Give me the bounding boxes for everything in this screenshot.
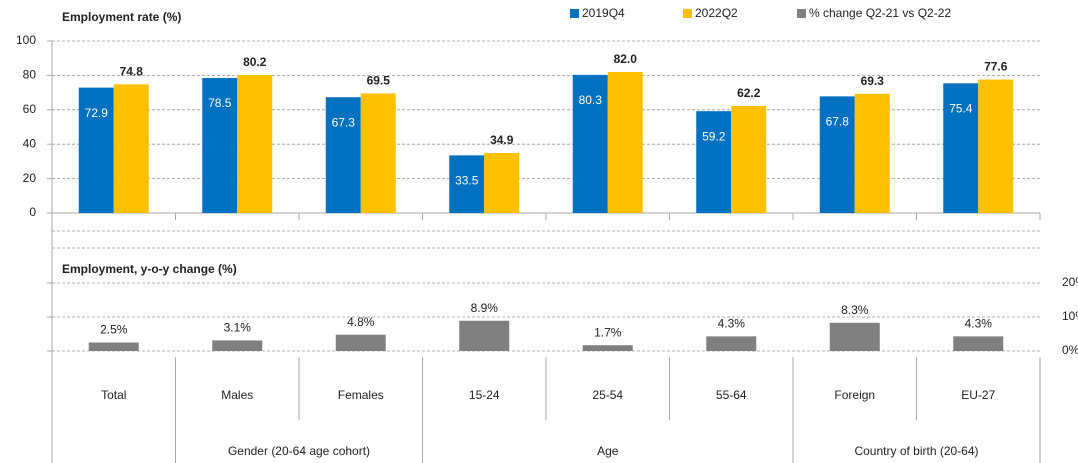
data-label: 78.5: [208, 96, 232, 110]
bar: [237, 75, 273, 213]
bar: [607, 71, 643, 214]
bar: [696, 111, 732, 213]
bar: [854, 93, 890, 213]
bar: [572, 74, 608, 213]
y-tick-label: 60: [23, 102, 37, 116]
bar: [325, 97, 361, 213]
data-label: 33.5: [455, 174, 479, 188]
y2-tick-label: 20%: [1062, 275, 1078, 289]
bar: [978, 79, 1014, 213]
y-tick-label: 20: [23, 171, 37, 185]
data-label: 75.4: [949, 101, 973, 115]
bar: [731, 106, 767, 213]
data-label: 8.9%: [471, 301, 499, 315]
data-label: 67.8: [826, 115, 850, 129]
y-tick-label: 80: [23, 68, 37, 82]
group-label: Age: [597, 444, 619, 458]
bar: [212, 340, 263, 351]
chart-title: Employment rate (%): [62, 10, 181, 24]
data-label: 82.0: [614, 52, 638, 66]
bar: [706, 336, 757, 351]
bar: [360, 93, 396, 213]
bar: [202, 77, 238, 213]
data-label: 80.2: [243, 55, 267, 69]
data-label: 4.3%: [718, 317, 746, 331]
data-label: 59.2: [702, 129, 726, 143]
group-label: Gender (20-64 age cohort): [228, 444, 370, 458]
data-label: 74.8: [120, 65, 144, 79]
lower-chart-title: Employment, y-o-y change (%): [62, 262, 237, 276]
x-tick-label: 25-54: [592, 388, 623, 402]
legend-label: 2019Q4: [582, 6, 625, 20]
y2-tick-label: 10%: [1062, 309, 1078, 323]
y-tick-label: 40: [23, 136, 37, 150]
bar: [484, 152, 520, 213]
bar: [78, 87, 114, 213]
bar: [449, 155, 485, 213]
data-label: 80.3: [579, 93, 603, 107]
bar: [582, 345, 633, 351]
legend-swatch: [570, 9, 579, 18]
data-label: 4.8%: [347, 315, 375, 329]
x-tick-label: Females: [338, 388, 384, 402]
x-tick-label: Foreign: [834, 388, 875, 402]
data-label: 34.9: [490, 133, 514, 147]
y-tick-label: 100: [16, 33, 36, 47]
x-tick-label: Total: [101, 388, 126, 402]
data-label: 67.3: [332, 115, 356, 129]
x-tick-label: 15-24: [469, 388, 500, 402]
x-tick-label: 55-64: [716, 388, 747, 402]
legend-label: 2022Q2: [695, 6, 738, 20]
data-label: 3.1%: [224, 321, 252, 335]
y2-tick-label: 0%: [1062, 343, 1078, 357]
group-label: Country of birth (20-64): [854, 444, 978, 458]
x-tick-label: Males: [221, 388, 253, 402]
data-label: 2.5%: [100, 323, 128, 337]
bar: [113, 84, 149, 214]
data-label: 8.3%: [841, 303, 869, 317]
x-tick-label: EU-27: [961, 388, 995, 402]
y-tick-label: 0: [29, 205, 36, 219]
bar: [943, 83, 979, 213]
bar: [953, 336, 1004, 351]
bar: [459, 320, 510, 351]
data-label: 69.5: [367, 74, 391, 88]
legend-swatch: [683, 9, 692, 18]
bar: [829, 322, 880, 351]
bar: [819, 96, 855, 213]
legend-swatch: [797, 9, 806, 18]
bar: [88, 342, 139, 351]
data-label: 4.3%: [965, 317, 993, 331]
bar: [335, 334, 386, 351]
data-label: 72.9: [85, 106, 109, 120]
data-label: 1.7%: [594, 325, 622, 339]
data-label: 77.6: [984, 60, 1008, 74]
data-label: 69.3: [861, 74, 885, 88]
legend-label: % change Q2-21 vs Q2-22: [809, 6, 951, 20]
data-label: 62.2: [737, 86, 761, 100]
